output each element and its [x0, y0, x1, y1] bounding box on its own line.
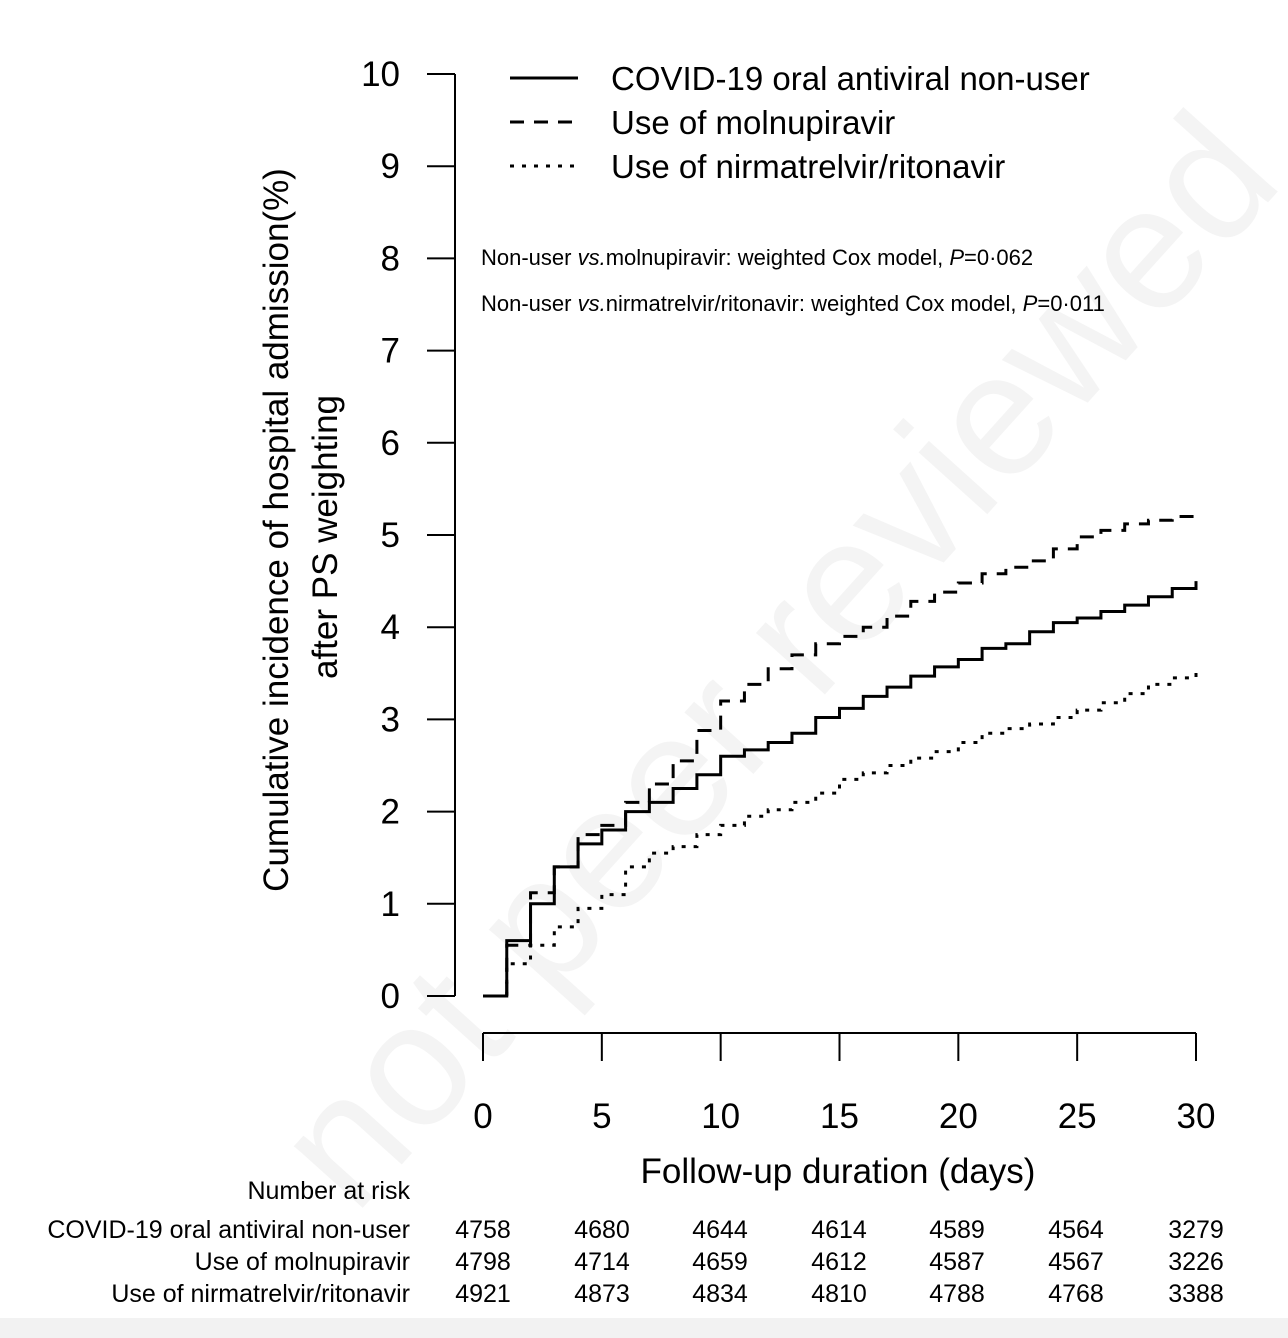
risk-cell: 4798	[455, 1248, 511, 1276]
series-line-dotted	[483, 668, 1198, 998]
annotation-mid: molnupiravir: weighted Cox model,	[606, 245, 950, 270]
risk-cell: 4589	[929, 1216, 985, 1244]
risk-cell: 4714	[574, 1248, 630, 1276]
risk-cell: 3226	[1168, 1248, 1224, 1276]
risk-cell: 4768	[1048, 1280, 1104, 1308]
annotation-prefix: Non-user	[481, 245, 578, 270]
y-tick-label: 0	[381, 977, 400, 1016]
legend-label: Use of molnupiravir	[611, 104, 895, 141]
annotation-italic: vs.	[578, 245, 606, 270]
risk-cell: 4567	[1048, 1248, 1104, 1276]
annotation-italic: vs.	[578, 291, 606, 316]
risk-cell: 4921	[455, 1280, 511, 1308]
annotation-suffix: =0·062	[964, 245, 1033, 270]
risk-cell: 4873	[574, 1280, 630, 1308]
risk-cell: 4564	[1048, 1216, 1104, 1244]
x-tick-label: 10	[701, 1097, 740, 1136]
y-tick-label: 8	[381, 239, 400, 278]
annotation-p: P	[1023, 291, 1038, 316]
p-value-annotation: Non-user vs.molnupiravir: weighted Cox m…	[481, 245, 1033, 270]
series-line-dashed	[483, 515, 1196, 998]
risk-row-label: Use of molnupiravir	[195, 1248, 410, 1276]
y-tick-label: 2	[381, 793, 400, 832]
risk-cell: 4614	[811, 1216, 867, 1244]
risk-cell: 4810	[811, 1280, 867, 1308]
x-tick-label: 30	[1177, 1097, 1216, 1136]
x-tick-label: 0	[473, 1097, 492, 1136]
risk-cell: 4758	[455, 1216, 511, 1244]
annotation-mid: nirmatrelvir/ritonavir: weighted Cox mod…	[606, 291, 1023, 316]
risk-cell: 4788	[929, 1280, 985, 1308]
risk-cell: 3388	[1168, 1280, 1224, 1308]
x-tick-label: 20	[939, 1097, 978, 1136]
x-axis: 0 5 10 15 20 25 30	[473, 1032, 1216, 1136]
legend-label: Use of nirmatrelvir/ritonavir	[611, 148, 1005, 185]
y-tick-label: 7	[381, 332, 400, 371]
y-axis-label-secondary: after PS weighting	[306, 395, 345, 679]
annotation-suffix: =0·011	[1037, 291, 1104, 316]
x-tick-label: 15	[820, 1097, 859, 1136]
y-tick-label: 1	[381, 885, 400, 924]
series-line-solid	[483, 581, 1198, 998]
x-tick-label: 5	[592, 1097, 611, 1136]
x-tick-label: 25	[1058, 1097, 1097, 1136]
risk-row-label: Use of nirmatrelvir/ritonavir	[111, 1280, 410, 1308]
risk-cell: 4612	[811, 1248, 867, 1276]
risk-cell: 4834	[692, 1280, 748, 1308]
legend-label: COVID-19 oral antiviral non-user	[611, 60, 1090, 97]
risk-table-title: Number at risk	[247, 1177, 410, 1205]
risk-cell: 4587	[929, 1248, 985, 1276]
y-tick-label: 4	[381, 608, 400, 647]
p-value-annotation: Non-user vs.nirmatrelvir/ritonavir: weig…	[481, 291, 1105, 316]
y-axis-label: Cumulative incidence of hospital admissi…	[257, 168, 296, 892]
annotations: Non-user vs.molnupiravir: weighted Cox m…	[481, 245, 1105, 316]
y-tick-label: 5	[381, 516, 400, 555]
annotation-prefix: Non-user	[481, 291, 578, 316]
risk-cell: 3279	[1168, 1216, 1224, 1244]
annotation-p: P	[949, 245, 964, 270]
y-tick-label: 6	[381, 424, 400, 463]
series-layer	[483, 515, 1198, 998]
risk-cell: 4680	[574, 1216, 630, 1244]
risk-cell: 4659	[692, 1248, 748, 1276]
y-axis: 0 1 2 3 4 5 6 7 8 9 10	[361, 55, 456, 1016]
number-at-risk-table: Number at risk COVID-19 oral antiviral no…	[47, 1177, 1223, 1308]
y-tick-label: 3	[381, 700, 400, 739]
y-tick-label: 9	[381, 147, 400, 186]
risk-row-label: COVID-19 oral antiviral non-user	[47, 1216, 410, 1244]
footer-bar	[0, 1318, 1288, 1338]
y-tick-label: 10	[361, 55, 400, 94]
x-axis-label: Follow-up duration (days)	[641, 1152, 1036, 1191]
risk-cell: 4644	[692, 1216, 748, 1244]
legend: COVID-19 oral antiviral non-user Use of m…	[510, 60, 1090, 185]
